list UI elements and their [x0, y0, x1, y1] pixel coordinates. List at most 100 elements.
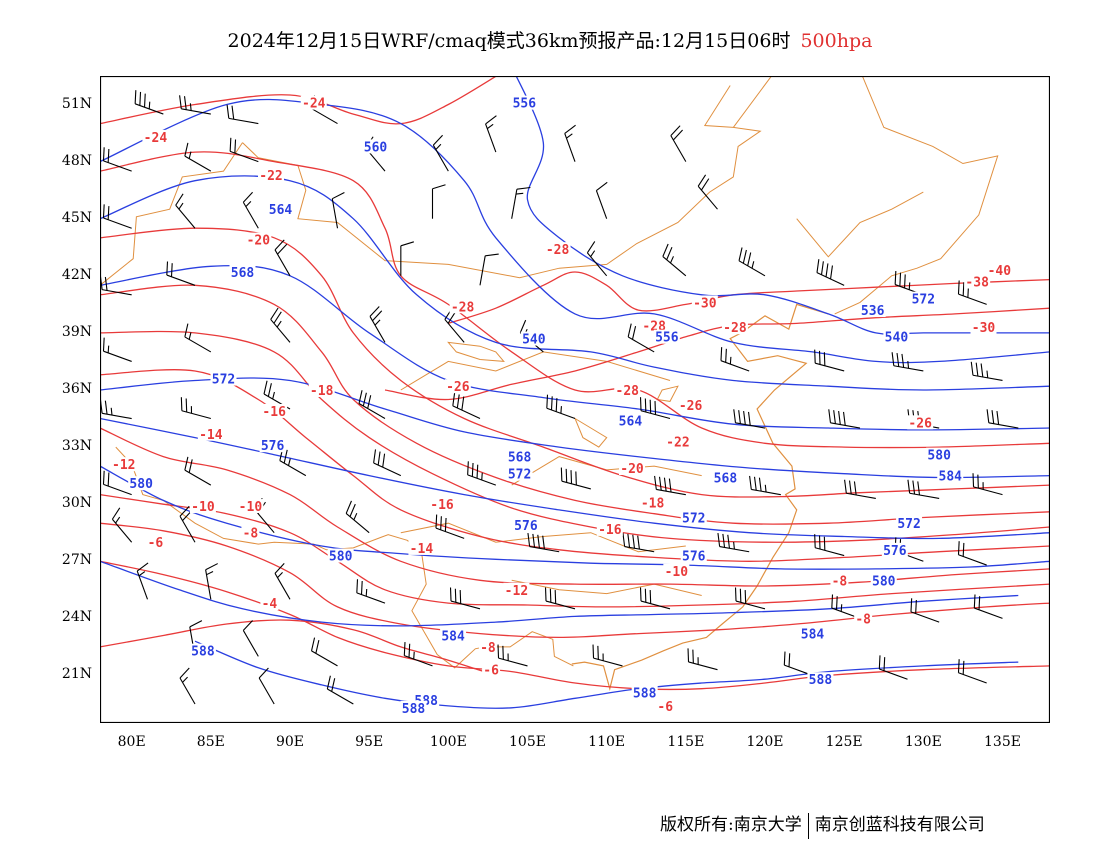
wind-barb: [134, 90, 164, 115]
wind-barb: [345, 500, 370, 534]
wind-barb: [592, 644, 623, 667]
wind-barb: [511, 186, 531, 219]
temperature-label: -4: [260, 596, 279, 612]
height-label: 588: [400, 700, 427, 717]
svg-text:-14: -14: [410, 542, 434, 557]
height-contour: [100, 264, 1050, 431]
wind-barb: [400, 241, 414, 276]
temperature-label: -10: [237, 499, 264, 515]
height-label: 584: [799, 626, 826, 643]
height-label: 576: [881, 542, 908, 559]
longitude-tick-label: 135E: [984, 734, 1021, 750]
title-main: 2024年12月15日WRF/cmaq模式36km预报产品:12月15日06时: [227, 30, 791, 52]
height-contour: [100, 465, 1050, 570]
svg-text:-8: -8: [243, 527, 259, 542]
svg-text:568: 568: [508, 451, 532, 466]
wind-barb: [166, 261, 196, 286]
temperature-label: -16: [429, 497, 455, 513]
border-line: [100, 142, 243, 286]
temperature-label: -26: [677, 398, 704, 414]
wind-barb: [844, 479, 876, 499]
footer-separator: [807, 812, 809, 839]
longitude-tick-label: 85E: [196, 734, 225, 750]
temperature-contour: [100, 330, 1050, 543]
inland-boundary: [573, 417, 608, 448]
svg-text:-4: -4: [262, 597, 278, 612]
latitude-tick-label: 33N: [61, 438, 92, 455]
wind-barb: [431, 184, 446, 219]
height-label: 568: [712, 470, 739, 487]
temperature-label: -20: [245, 232, 272, 249]
svg-text:-20: -20: [620, 462, 644, 477]
wind-barb: [180, 397, 211, 420]
wind-barb: [452, 392, 481, 420]
wind-barb: [432, 134, 449, 172]
wind-barb: [986, 409, 1019, 429]
longitude-tick-label: 130E: [904, 734, 942, 750]
wind-barb: [479, 253, 499, 286]
wind-barb: [972, 473, 1003, 496]
wind-barb: [373, 449, 402, 477]
temperature-label: -22: [664, 434, 691, 450]
height-contour: [100, 377, 1050, 479]
wind-barb: [102, 204, 132, 229]
svg-text:580: 580: [872, 574, 896, 589]
svg-text:580: 580: [329, 550, 353, 565]
svg-text:584: 584: [801, 628, 825, 643]
latitude-tick-label: 21N: [61, 666, 92, 683]
wind-barb: [622, 532, 655, 553]
wind-barb: [102, 147, 132, 172]
wind-barb: [816, 259, 845, 286]
height-label: 556: [653, 329, 680, 346]
wind-barb: [102, 470, 132, 496]
svg-text:540: 540: [885, 331, 909, 346]
svg-text:556: 556: [655, 331, 679, 346]
svg-text:540: 540: [522, 333, 546, 348]
wind-barb: [242, 620, 259, 657]
svg-text:-16: -16: [262, 405, 286, 420]
height-label: 580: [870, 573, 897, 589]
wind-barb: [184, 142, 212, 172]
wind-barb: [331, 192, 345, 229]
height-label: 572: [506, 466, 533, 483]
height-label: 556: [511, 95, 538, 112]
inland-layer: [447, 341, 679, 448]
temperature-label: -12: [503, 582, 530, 599]
wind-barb: [717, 532, 750, 553]
svg-text:-18: -18: [310, 384, 334, 399]
temperature-label: -12: [110, 457, 137, 473]
temperature-label: -28: [449, 299, 476, 315]
svg-text:556: 556: [513, 97, 537, 112]
wind-barb: [102, 337, 132, 362]
svg-text:-24: -24: [302, 97, 326, 112]
inland-boundary: [656, 385, 679, 402]
svg-text:576: 576: [514, 519, 538, 534]
latitude-tick-label: 45N: [61, 209, 92, 226]
svg-text:-18: -18: [641, 496, 665, 511]
wind-barb: [358, 390, 386, 420]
wind-barb: [179, 667, 196, 705]
svg-text:584: 584: [939, 470, 963, 485]
height-label: 536: [859, 303, 886, 319]
longitude-tick-label: 105E: [509, 734, 546, 750]
svg-text:572: 572: [212, 373, 235, 388]
latitude-tick-label: 24N: [61, 609, 92, 626]
wind-barb: [403, 642, 433, 667]
svg-text:-40: -40: [988, 264, 1012, 279]
temperature-label: -20: [619, 461, 645, 477]
wind-barb: [497, 644, 528, 667]
wind-barb: [179, 95, 211, 115]
height-label: 572: [896, 516, 923, 532]
wind-barbs-layer: [100, 90, 1019, 705]
wind-barb: [639, 397, 671, 420]
svg-text:-8: -8: [832, 574, 848, 589]
temperature-contour: [448, 271, 1050, 325]
latitude-tick-label: 27N: [61, 552, 92, 569]
latitude-tick-label: 51N: [61, 95, 92, 112]
svg-text:-26: -26: [446, 380, 470, 395]
coastline-layer: [571, 303, 829, 692]
wind-barb: [258, 667, 275, 705]
wind-barb: [734, 587, 766, 610]
svg-text:-6: -6: [148, 536, 164, 551]
contour-labels-layer: -24 -24 -22 -20 -28 -28 -26 -18 -16 -14 -12 -10 -10 -…: [110, 95, 1013, 717]
